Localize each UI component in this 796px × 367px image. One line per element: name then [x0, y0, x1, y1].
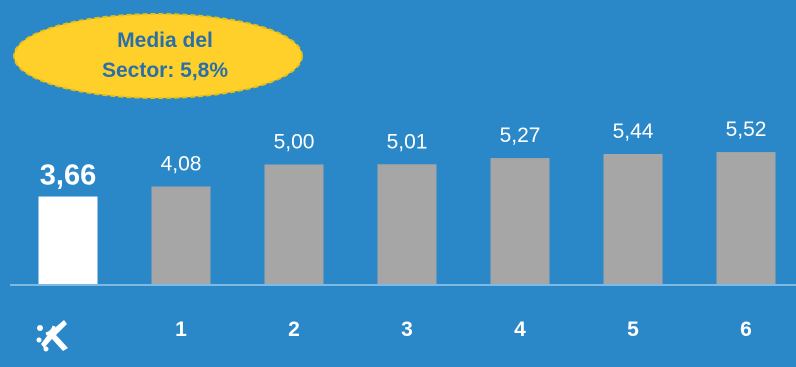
category-label: 4	[514, 318, 526, 341]
value-label: 5,44	[613, 120, 654, 143]
bar-5	[603, 153, 663, 284]
bar-6	[716, 152, 776, 284]
category-label: 6	[740, 318, 752, 341]
value-label: 5,00	[274, 131, 315, 154]
value-label: 4,08	[161, 152, 202, 175]
badge-line-1: Media del	[117, 29, 213, 52]
bar-highlight	[38, 196, 98, 284]
caixabank-star-icon	[36, 320, 68, 352]
bar-4	[490, 158, 550, 284]
value-label: 5,01	[387, 130, 428, 153]
sector-average-text: Media del Sector: 5,8%	[8, 8, 308, 104]
value-label: 5,27	[500, 124, 541, 147]
category-label: 1	[175, 318, 187, 341]
category-label: 3	[401, 318, 413, 341]
badge-line-2: Sector: 5,8%	[101, 59, 229, 82]
bar-3	[377, 164, 437, 284]
value-label: 5,52	[726, 118, 767, 141]
category-label: 2	[288, 318, 300, 341]
bar-2	[264, 164, 324, 284]
bar-1	[151, 186, 211, 284]
category-label: 5	[627, 318, 639, 341]
sector-average-badge	[13, 13, 303, 99]
value-label: 3,66	[40, 160, 96, 192]
